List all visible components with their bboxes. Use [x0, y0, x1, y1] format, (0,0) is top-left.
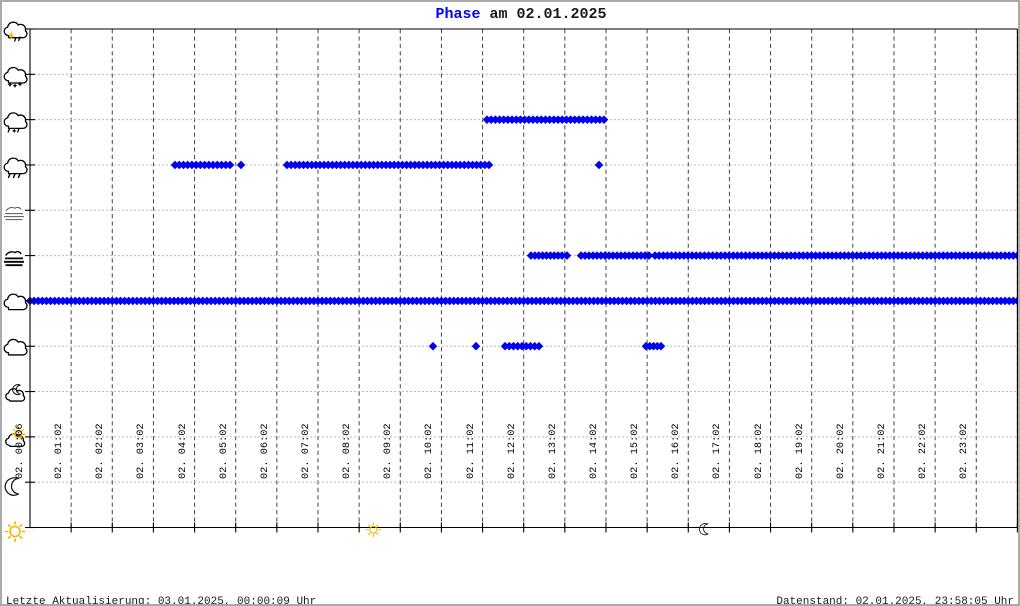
svg-text:✦: ✦ [12, 128, 17, 135]
